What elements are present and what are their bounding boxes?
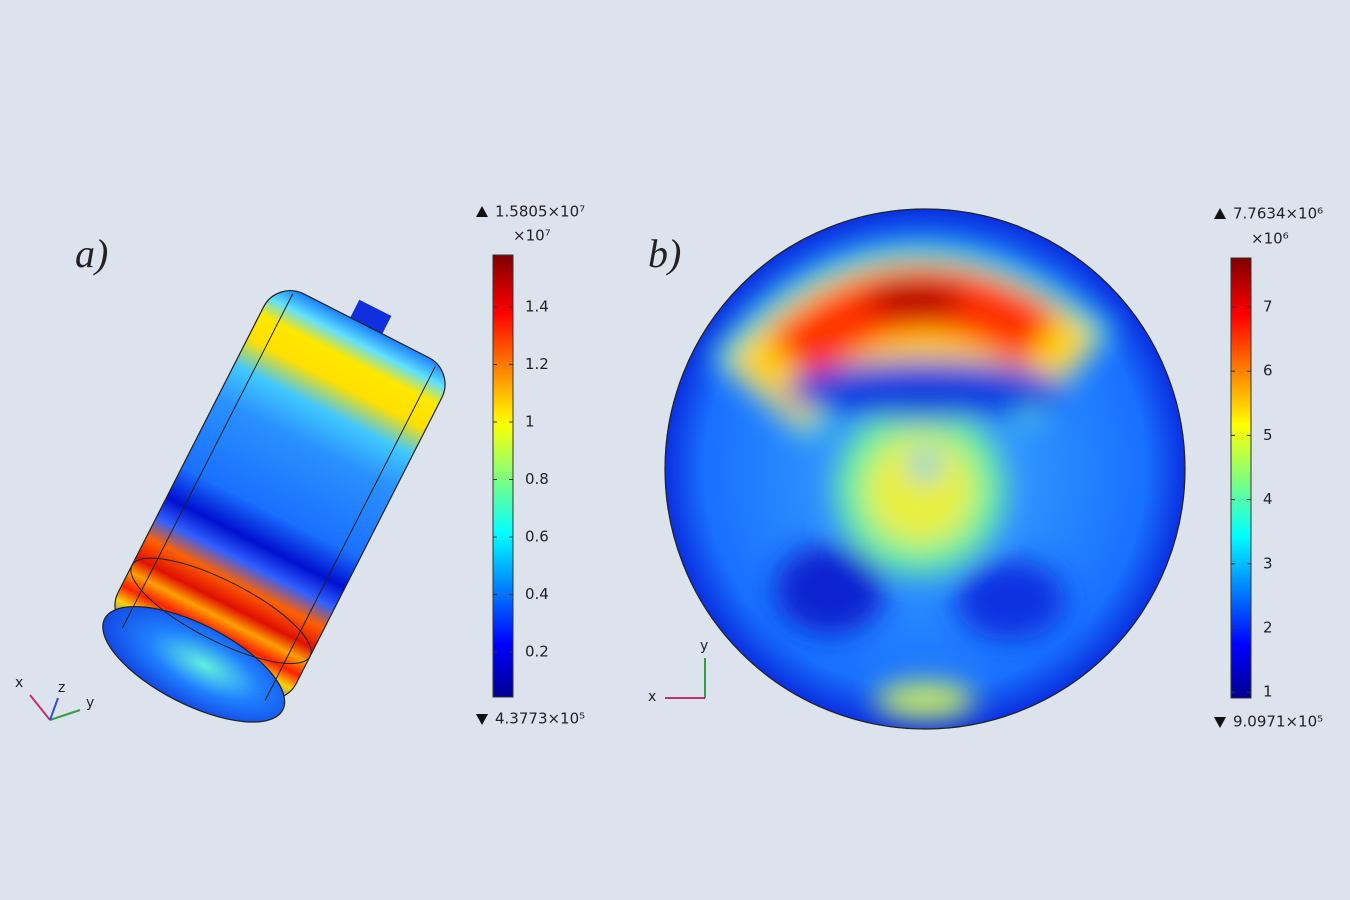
edge — [122, 293, 294, 629]
axis-triad: x z y — [15, 675, 94, 721]
tick-label: 7 — [1263, 298, 1273, 316]
tick-label: 5 — [1263, 426, 1273, 444]
axis-letter: x — [648, 689, 656, 705]
tick-label: 6 — [1263, 362, 1273, 380]
max-label: 1.5805×10⁷ — [495, 203, 585, 221]
axis-triad: y x — [648, 638, 708, 705]
axis-arrow — [49, 709, 81, 721]
axis-arrow — [49, 697, 59, 721]
tick-label: 1.2 — [525, 355, 549, 373]
blob — [865, 282, 965, 318]
panel-label: a) — [75, 231, 108, 276]
axis-letter: y — [86, 695, 94, 711]
multiplier: ×10⁷ — [513, 227, 551, 245]
tick-label: 4 — [1263, 490, 1273, 508]
max-label: 7.7634×10⁶ — [1233, 205, 1323, 223]
min-label: 9.0971×10⁵ — [1233, 713, 1323, 731]
field-blobs — [709, 244, 1113, 718]
tick-label: 2 — [1263, 619, 1273, 637]
blob — [875, 682, 975, 718]
tick-label: 1.4 — [525, 297, 549, 315]
blob — [911, 451, 939, 479]
tick-label: 0.6 — [525, 528, 549, 546]
blob — [865, 435, 975, 545]
tick-label: 3 — [1263, 554, 1273, 572]
max-marker — [1214, 208, 1226, 219]
cylinder — [102, 290, 446, 723]
min-marker — [476, 714, 488, 725]
disk-field — [665, 209, 1185, 729]
tick-label: 0.4 — [525, 585, 549, 603]
tick-label: 1 — [1263, 683, 1273, 701]
edge — [264, 366, 436, 701]
min-marker — [1214, 717, 1226, 728]
axis-letter: y — [700, 638, 708, 654]
tick-label: 0.2 — [525, 643, 549, 661]
tick-label: 1 — [525, 412, 535, 430]
colorbar — [1230, 257, 1252, 699]
end-cap — [102, 605, 286, 723]
panel-label: b) — [648, 231, 681, 276]
axis-letter: x — [15, 675, 23, 691]
blob — [785, 360, 1065, 420]
blob — [955, 560, 1065, 640]
min-label: 4.3773×10⁵ — [495, 710, 585, 728]
axis-arrow — [29, 694, 51, 721]
multiplier: ×10⁶ — [1251, 230, 1289, 248]
blob — [775, 545, 885, 635]
max-marker — [476, 206, 488, 217]
colorbar — [492, 254, 514, 698]
disk-outline — [664, 208, 1186, 730]
axis-letter: z — [58, 680, 65, 696]
tick-label: 0.8 — [525, 470, 549, 488]
